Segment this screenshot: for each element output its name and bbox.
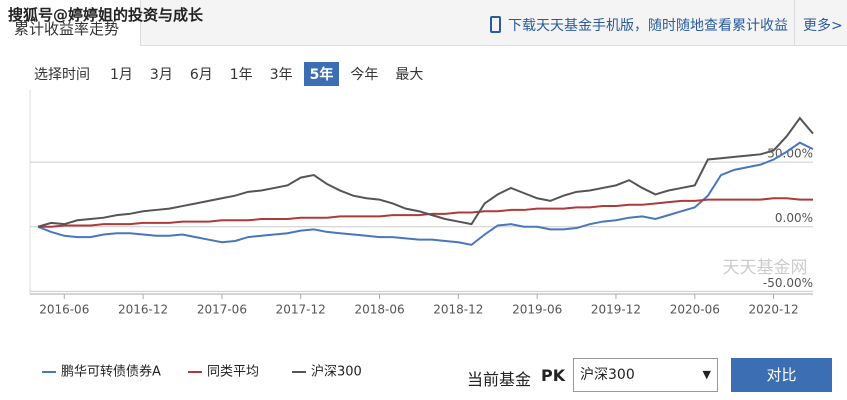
series-line	[37, 116, 814, 228]
x-tick-label: 2017-12	[276, 303, 326, 317]
x-tick-label: 2020-12	[749, 303, 799, 317]
y-tick-label: -50.00%	[763, 276, 813, 290]
legend-label: 沪深300	[311, 364, 362, 380]
range-option[interactable]: 3年	[269, 67, 293, 83]
pk-label: PK	[541, 366, 566, 385]
x-tick-label: 2017-06	[197, 303, 247, 317]
phone-icon	[490, 16, 501, 33]
fund-select[interactable]: 沪深300 ▼	[573, 358, 718, 392]
chart-watermark: 天天基金网	[723, 258, 808, 278]
x-tick-label: 2018-12	[433, 303, 483, 317]
x-tick-label: 2018-06	[354, 303, 404, 317]
tab[interactable]: 累计收益率走势	[0, 0, 141, 46]
series-line	[37, 141, 814, 246]
watermark: 搜狐号@婷婷姐的投资与成长	[8, 6, 204, 24]
promo-link[interactable]: 下载天天基金手机版，随时随地查看累计收益	[508, 18, 788, 34]
y-tick-label: 0.00%	[775, 211, 813, 225]
x-tick-label: 2019-06	[512, 303, 562, 317]
legend-label: 鹏华可转债债券A	[61, 364, 161, 380]
more-link[interactable]: 更多>	[794, 0, 847, 45]
range-label: 选择时间	[34, 67, 90, 83]
range-option[interactable]: 1月	[110, 67, 133, 83]
range-option[interactable]: 3月	[149, 67, 173, 83]
compare-button[interactable]: 对比	[731, 358, 832, 392]
top-bar	[0, 0, 847, 46]
range-option[interactable]: 最大	[395, 67, 424, 83]
range-option[interactable]: 今年	[350, 67, 379, 83]
range-option[interactable]: 5年	[303, 62, 340, 86]
x-tick-label: 2016-12	[118, 303, 168, 317]
x-tick-label: 2016-06	[39, 303, 89, 317]
select-arrow: ▼	[702, 368, 711, 381]
range-option[interactable]: 6月	[189, 67, 213, 83]
range-selector: 选择时间 1月 3月 6月 1年 3年 5年 今年 最大	[28, 62, 434, 86]
series-line	[38, 197, 813, 228]
x-tick-label: 2019-12	[591, 303, 641, 317]
compare-label: 当前基金	[467, 370, 532, 389]
legend-label: 同类平均	[207, 365, 259, 380]
select-value: 沪深300	[580, 367, 635, 383]
range-option[interactable]: 1年	[229, 67, 253, 83]
x-tick-label: 2020-06	[670, 303, 720, 317]
